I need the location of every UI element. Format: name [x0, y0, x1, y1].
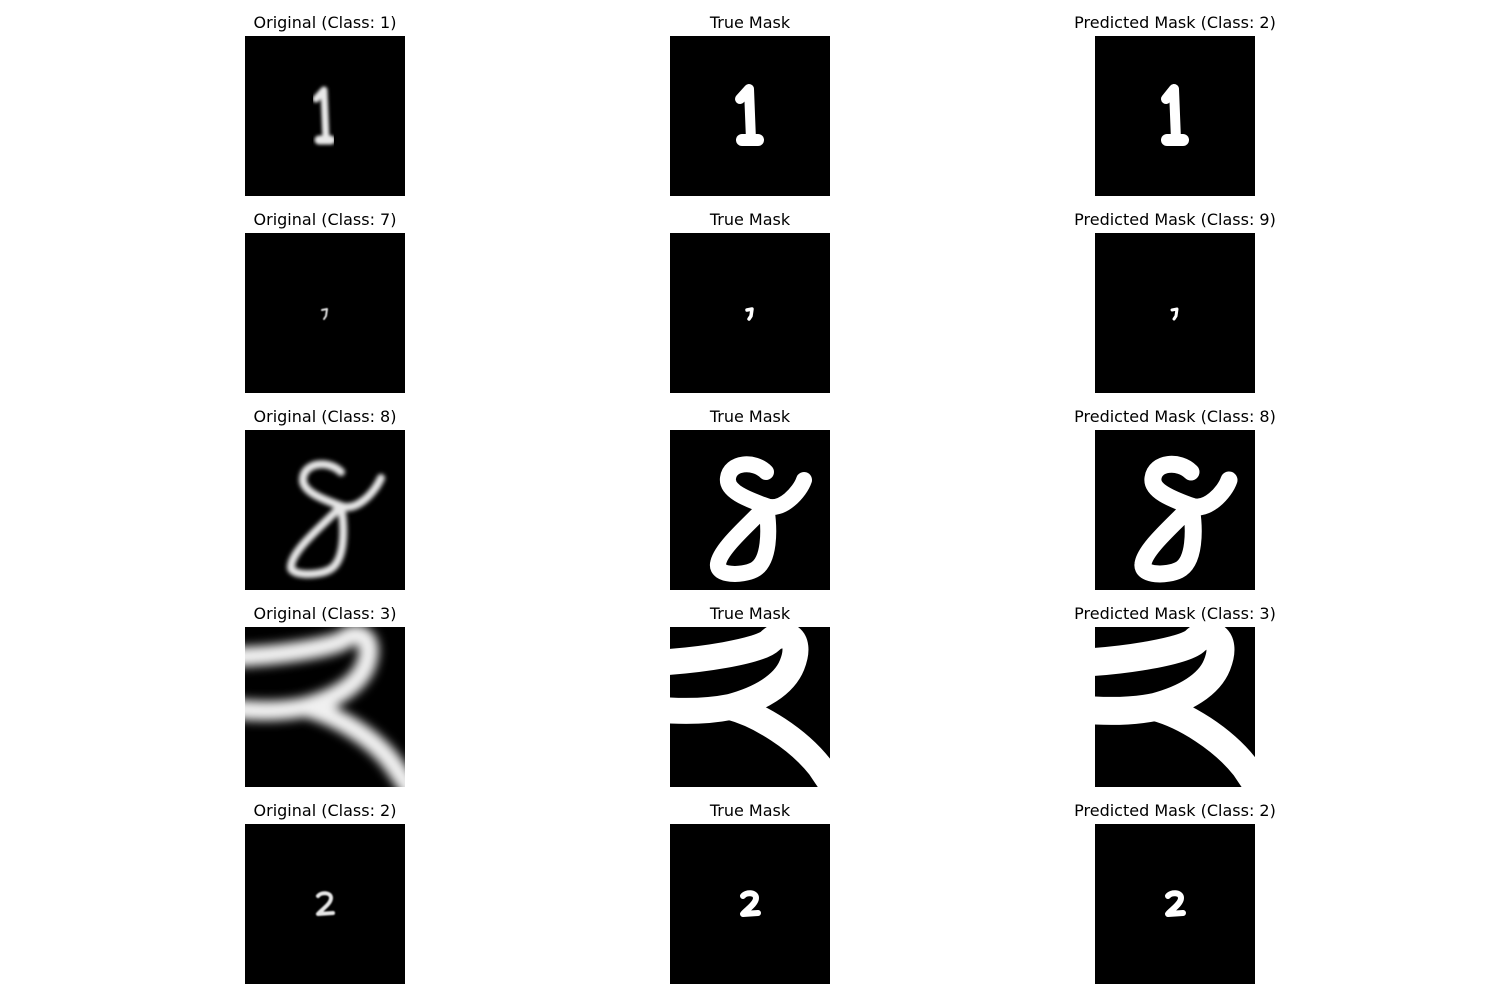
true-mask-title-row1: True Mask: [709, 13, 791, 32]
true-mask-title-row2: True Mask: [709, 210, 791, 229]
pred-mask-image-row2: [1095, 233, 1255, 393]
true-mask-image-row5: [670, 824, 830, 984]
original-image-row1: [245, 36, 405, 196]
pred-mask-image-row4: [1095, 627, 1255, 787]
true-mask-title-row3: True Mask: [709, 407, 791, 426]
original-title-row4: Original (Class: 3): [253, 604, 397, 623]
pred-mask-image-row1: [1095, 36, 1255, 196]
pred-mask-title-row2: Predicted Mask (Class: 9): [1074, 210, 1276, 229]
pred-mask-title-row3: Predicted Mask (Class: 8): [1074, 407, 1276, 426]
pred-mask-title-row4: Predicted Mask (Class: 3): [1074, 604, 1276, 623]
original-title-row3: Original (Class: 8): [253, 407, 397, 426]
original-image-row4: [245, 627, 405, 787]
pred-mask-title-row1: Predicted Mask (Class: 2): [1074, 13, 1276, 32]
true-mask-title-row5: True Mask: [709, 801, 791, 820]
true-mask-image-row1: [670, 36, 830, 196]
true-mask-image-row2: [670, 233, 830, 393]
original-title-row1: Original (Class: 1): [253, 13, 397, 32]
original-image-row5: [245, 824, 405, 984]
pred-mask-title-row5: Predicted Mask (Class: 2): [1074, 801, 1276, 820]
true-mask-image-row3: [670, 430, 830, 590]
original-title-row5: Original (Class: 2): [253, 801, 397, 820]
true-mask-title-row4: True Mask: [709, 604, 791, 623]
true-mask-image-row4: [670, 627, 830, 787]
original-image-row3: [245, 430, 405, 590]
original-title-row2: Original (Class: 7): [253, 210, 397, 229]
pred-mask-image-row3: [1095, 430, 1255, 590]
pred-mask-image-row5: [1095, 824, 1255, 984]
original-image-row2: [245, 233, 405, 393]
